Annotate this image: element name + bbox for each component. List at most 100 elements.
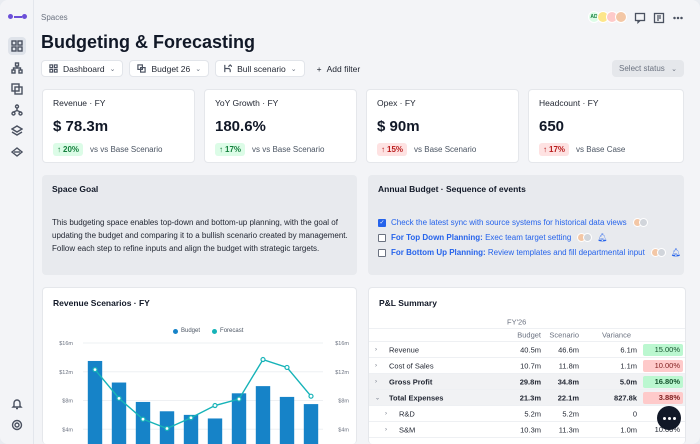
forecast-point[interactable] — [212, 402, 218, 409]
status-select[interactable]: Select status ⌄ — [612, 60, 684, 77]
bar-budget[interactable] — [207, 418, 223, 444]
task-checkbox[interactable] — [378, 248, 386, 257]
forecast-point[interactable] — [284, 364, 290, 371]
task-assignees — [650, 248, 666, 257]
more-actions-button[interactable] — [657, 406, 681, 430]
layers-icon[interactable] — [8, 122, 26, 140]
table-row[interactable]: ⌄ Total Expenses 21.3m 22.1m 827.8k 3.88% — [369, 390, 685, 406]
kpi-value: 650 — [539, 118, 565, 135]
kpi-card-opex[interactable]: Opex · FY $ 90m ↑ 15% vs Base Scenario — [366, 89, 519, 163]
forecast-point[interactable] — [308, 393, 314, 399]
expand-caret-icon[interactable]: ⌄ — [375, 395, 381, 401]
avatar[interactable] — [615, 11, 627, 23]
forecast-point[interactable] — [140, 416, 146, 422]
cell-budget: 29.8m — [519, 377, 541, 386]
expand-caret-icon[interactable]: › — [385, 426, 387, 433]
kpi-delta: ↑ 15% vs Base Scenario — [377, 143, 476, 156]
chevron-down-icon: ⌄ — [290, 65, 297, 73]
forecast-point[interactable] — [188, 415, 194, 421]
more-icon[interactable] — [672, 11, 684, 23]
table-row[interactable]: › Gross Profit 29.8m 34.8m 5.0m 16.80% — [369, 374, 685, 390]
forecast-point[interactable] — [92, 366, 98, 373]
forecast-point[interactable] — [164, 425, 170, 432]
column-header-scenario[interactable]: Scenario — [549, 330, 579, 340]
hierarchy-icon[interactable] — [8, 59, 26, 77]
bar-budget[interactable] — [87, 360, 103, 444]
kpi-card-headcount[interactable]: Headcount · FY 650 ↑ 17% vs Base Case — [528, 89, 684, 163]
activity-icon[interactable] — [653, 11, 665, 24]
avatar — [638, 218, 648, 227]
expand-caret-icon[interactable]: › — [385, 410, 387, 417]
column-header-budget[interactable]: Budget — [517, 330, 541, 340]
kpi-card-yoy-growth[interactable]: YoY Growth · FY 180.6% ↑ 17% vs vs Base S… — [204, 89, 357, 163]
column-header-variance[interactable]: Variance — [601, 330, 631, 340]
settings-icon[interactable] — [8, 416, 26, 434]
revenue-scenarios-card: Revenue Scenarios · FY Budget Forecast $… — [42, 287, 357, 444]
bar-budget[interactable] — [231, 393, 247, 444]
app-logo[interactable] — [8, 12, 28, 20]
space-goal-text: This budgeting space enables top-down an… — [52, 218, 348, 253]
bell-icon[interactable]: 🔔︎ — [597, 233, 608, 242]
task-checkbox[interactable] — [378, 233, 386, 242]
arrow-up-icon: ↑ — [381, 145, 385, 154]
cell-variance: 1.1m — [620, 361, 637, 370]
task-text[interactable]: Check the latest sync with source system… — [391, 218, 627, 227]
task-checkbox[interactable]: ✓ — [378, 218, 386, 227]
workflow-icon[interactable] — [8, 101, 26, 119]
task-item[interactable]: For Bottom Up Planning: Review templates… — [378, 246, 681, 259]
expand-caret-icon[interactable]: › — [375, 346, 377, 353]
scale-icon[interactable] — [8, 143, 26, 161]
add-filter-button[interactable]: + Add filter — [311, 64, 367, 74]
bar-budget[interactable] — [255, 386, 271, 444]
expand-caret-icon[interactable]: › — [375, 362, 377, 369]
kpi-card-revenue[interactable]: Revenue · FY $ 78.3m ↑ 20% vs vs Base Sce… — [42, 89, 195, 163]
forecast-point[interactable] — [116, 395, 122, 401]
kpi-label: Headcount · FY — [539, 98, 599, 108]
breadcrumb[interactable]: Spaces — [41, 13, 68, 22]
dashboard-icon[interactable] — [8, 37, 26, 55]
bell-icon[interactable] — [8, 395, 26, 413]
task-text[interactable]: For Top Down Planning: Exec team target … — [391, 233, 571, 242]
expand-caret-icon[interactable]: › — [375, 378, 377, 385]
copy-icon[interactable] — [8, 80, 26, 98]
bar-budget[interactable] — [303, 404, 319, 444]
bar-budget[interactable] — [111, 382, 127, 444]
forecast-point[interactable] — [236, 396, 242, 402]
chevron-down-icon: ⌄ — [195, 65, 202, 73]
table-row[interactable]: › R&D 5.2m 5.2m 0 — [369, 406, 685, 422]
cell-variance: 827.8k — [614, 393, 637, 402]
table-row[interactable]: › Revenue 40.5m 46.6m 6.1m 15.00% — [369, 342, 685, 358]
header-actions: AD — [588, 11, 684, 25]
collaborator-avatars[interactable]: AD — [588, 11, 627, 23]
legend-item-budget[interactable]: Budget — [173, 328, 200, 334]
dashboard-selector[interactable]: Dashboard ⌄ — [41, 60, 124, 77]
avatar — [656, 248, 666, 257]
chevron-down-icon: ⌄ — [671, 65, 677, 73]
page-title: Budgeting & Forecasting — [41, 32, 256, 52]
kpi-label: Revenue · FY — [53, 98, 106, 108]
bar-budget[interactable] — [183, 414, 199, 444]
revenue-chart-title: Revenue Scenarios · FY — [53, 298, 150, 308]
bar-budget[interactable] — [279, 396, 295, 444]
bar-budget[interactable] — [135, 401, 151, 444]
delta-badge: ↑ 20% — [53, 143, 84, 156]
cell-scenario: 11.8m — [558, 361, 579, 370]
task-item[interactable]: ✓ Check the latest sync with source syst… — [378, 216, 681, 229]
budget-selector[interactable]: Budget 26 ⌄ — [129, 60, 210, 77]
cell-variance-pct: 15.00% — [643, 343, 683, 356]
forecast-point[interactable] — [260, 356, 266, 363]
task-text[interactable]: For Bottom Up Planning: Review templates… — [391, 248, 645, 257]
bell-icon[interactable]: 🔔︎ — [670, 248, 682, 257]
add-filter-label: Add filter — [326, 63, 361, 74]
pl-table: FY'26 Budget Scenario Variance › Revenue 4… — [369, 316, 685, 438]
forecast-line — [94, 358, 312, 430]
legend-item-forecast[interactable]: Forecast — [212, 328, 243, 334]
space-goal-panel: Space Goal This budgeting space enables … — [42, 175, 357, 275]
y-tick-label-left: $4m — [62, 427, 73, 433]
task-item[interactable]: For Top Down Planning: Exec team target … — [378, 231, 681, 244]
table-row[interactable]: › Cost of Sales 10.7m 11.8m 1.1m 10.00% — [369, 358, 685, 374]
pl-rows: › Revenue 40.5m 46.6m 6.1m 15.00% › Cost of Sal… — [369, 342, 685, 438]
scenario-selector[interactable]: Bull scenario ⌄ — [215, 60, 305, 77]
comment-icon[interactable] — [634, 11, 646, 25]
